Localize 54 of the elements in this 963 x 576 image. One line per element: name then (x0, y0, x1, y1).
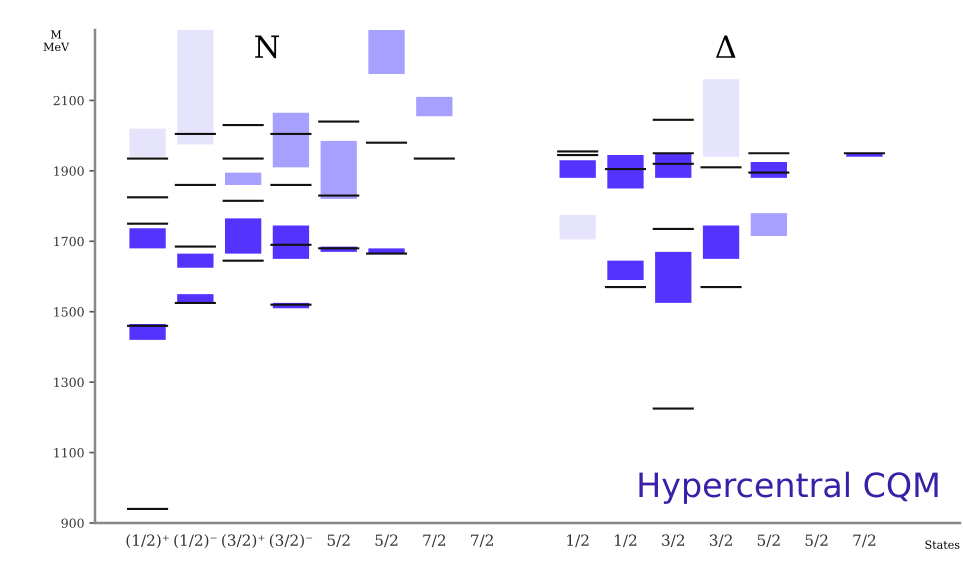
bar (702, 225, 740, 259)
bar (368, 30, 405, 74)
x-tick-label: 1/2 (567, 534, 588, 548)
bar (177, 254, 214, 268)
x-tick-label: 5/2 (758, 534, 780, 548)
x-tick-label: 7/2 (471, 534, 493, 548)
bar (129, 228, 166, 248)
bar (607, 155, 644, 188)
bar (750, 213, 787, 236)
bar (272, 225, 310, 259)
y-axis-title: M MeV (44, 30, 70, 52)
x-tick-label: 7/2 (423, 534, 446, 548)
bar (224, 218, 262, 254)
x-tick-label: 1/2 (615, 534, 636, 548)
x-tick-label: 5/2 (376, 534, 398, 548)
bar (652, 407, 694, 410)
x-tick-label: (1/2)⁺ (126, 534, 169, 548)
annotation: N (255, 36, 280, 58)
bar (129, 128, 166, 157)
y-tick-label: 1300 (54, 378, 84, 388)
x-tick-label: 5/2 (806, 534, 828, 548)
x-tick-label: (1/2)⁻ (174, 534, 217, 548)
y-tick-label: 1100 (54, 448, 84, 458)
bar (557, 150, 598, 153)
bar (224, 172, 262, 185)
bar (655, 252, 692, 303)
bar (560, 214, 596, 240)
annotation: Hypercentral CQM (639, 472, 938, 504)
y-tick-label: 1700 (54, 236, 84, 246)
annotation: Δ (716, 36, 736, 58)
x-axis-title: States (925, 540, 960, 549)
x-tick-label: 3/2 (710, 534, 732, 548)
bar (560, 160, 596, 178)
y-tick-label: 2100 (54, 96, 84, 106)
bar (320, 140, 357, 200)
x-tick-label: (3/2)⁺ (222, 534, 264, 548)
bar (607, 260, 644, 280)
x-tick-label: 7/2 (853, 534, 876, 548)
x-tick-label: (3/2)⁻ (270, 534, 312, 548)
bar (318, 194, 360, 197)
bar (272, 112, 310, 168)
x-tick-label: 3/2 (662, 534, 684, 548)
y-tick-label: 1900 (54, 166, 84, 176)
y-tick-label: 1500 (54, 307, 84, 317)
bar (414, 157, 455, 160)
bar (222, 157, 264, 160)
bar (416, 96, 452, 116)
x-tick-label: 5/2 (328, 534, 350, 548)
bar (557, 154, 598, 156)
y-tick-label: 900 (62, 518, 84, 528)
bar (177, 30, 214, 144)
bar (702, 79, 740, 157)
bar (652, 228, 694, 230)
bar (127, 157, 168, 160)
